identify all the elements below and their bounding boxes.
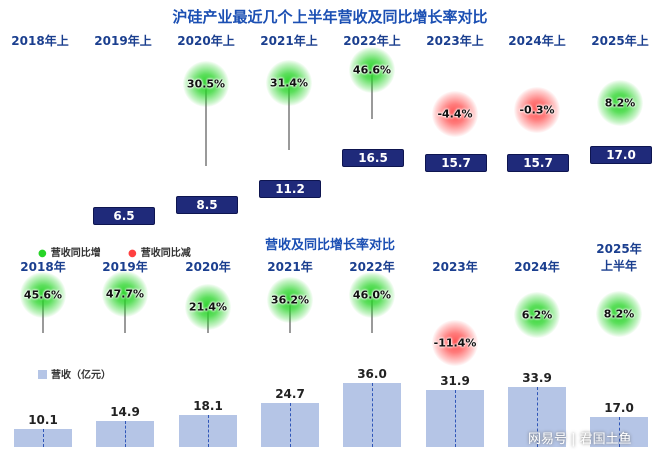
bottom-period-label: 上半年 bbox=[600, 259, 638, 273]
bottom-growth-glow bbox=[596, 291, 642, 337]
revenue-value-label: 17.0 bbox=[604, 401, 634, 415]
top-period-label: 2019年上 bbox=[94, 34, 152, 48]
bottom-period-label: 2020年 bbox=[185, 260, 231, 274]
top-growth-stick bbox=[288, 83, 290, 150]
bottom-chart-title: 营收及同比增长率对比 bbox=[264, 238, 396, 253]
legend-revenue-label: 营收（亿元） bbox=[51, 370, 111, 381]
bottom-growth-glow bbox=[349, 272, 395, 318]
revenue-bar-center-line bbox=[125, 421, 126, 447]
top-revenue-box: 15.7 bbox=[507, 154, 569, 172]
bottom-growth-label: 47.7% bbox=[105, 287, 145, 301]
revenue-value-label: 33.9 bbox=[522, 371, 552, 385]
revenue-bar-center-line bbox=[619, 417, 620, 447]
bottom-period-label: 2022年 bbox=[349, 260, 395, 274]
revenue-bar-center-line bbox=[43, 429, 44, 447]
top-revenue-box: 8.5 bbox=[176, 196, 238, 214]
top-growth-label: -0.3% bbox=[519, 103, 555, 117]
revenue-value-label: 14.9 bbox=[110, 405, 140, 419]
legend-decrease-marker: ● bbox=[128, 248, 137, 259]
legend-revenue: 营收（亿元） bbox=[38, 366, 111, 381]
bottom-period-label: 2024年 bbox=[514, 260, 560, 274]
revenue-bar-center-line bbox=[455, 390, 456, 447]
revenue-bar-center-line bbox=[290, 403, 291, 447]
revenue-bar-center-line bbox=[537, 387, 538, 447]
top-growth-glow bbox=[183, 61, 229, 107]
bottom-period-label: 2021年 bbox=[267, 260, 313, 274]
top-period-label: 2018年上 bbox=[11, 34, 69, 48]
top-growth-label: -4.4% bbox=[437, 107, 473, 121]
top-period-label: 2023年上 bbox=[426, 34, 484, 48]
top-growth-glow bbox=[432, 91, 478, 137]
top-growth-label: 30.5% bbox=[186, 77, 226, 91]
top-growth-stick bbox=[371, 70, 373, 119]
top-growth-glow bbox=[514, 87, 560, 133]
bottom-growth-glow bbox=[432, 320, 478, 366]
bottom-growth-label: 8.2% bbox=[603, 307, 635, 321]
revenue-bar-center-line bbox=[208, 415, 209, 447]
legend-decrease-label: 营收同比减 bbox=[140, 248, 191, 259]
bottom-growth-glow bbox=[267, 277, 313, 323]
revenue-value-label: 18.1 bbox=[193, 399, 223, 413]
revenue-value-label: 24.7 bbox=[275, 387, 305, 401]
legend-revenue-marker bbox=[38, 370, 47, 379]
bottom-period-label: 2018年 bbox=[20, 260, 66, 274]
bottom-growth-glow bbox=[20, 272, 66, 318]
bottom-growth-label: 36.2% bbox=[270, 293, 310, 307]
top-period-label: 2024年上 bbox=[508, 34, 566, 48]
bottom-growth-label: -11.4% bbox=[433, 336, 477, 350]
legend-increase: ● 营收同比增 bbox=[38, 244, 101, 259]
bottom-period-label: 2023年 bbox=[432, 260, 478, 274]
bottom-growth-glow bbox=[514, 292, 560, 338]
bottom-growth-label: 46.0% bbox=[352, 288, 392, 302]
bottom-period-label: 2019年 bbox=[102, 260, 148, 274]
top-growth-stick bbox=[205, 84, 207, 166]
top-revenue-box: 11.2 bbox=[259, 180, 321, 198]
top-growth-glow bbox=[349, 47, 395, 93]
top-revenue-box: 6.5 bbox=[93, 207, 155, 225]
top-chart-title: 沪硅产业最近几个上半年营收及同比增长率对比 bbox=[172, 8, 488, 26]
top-growth-label: 31.4% bbox=[269, 76, 309, 90]
bottom-growth-glow bbox=[185, 284, 231, 330]
bottom-growth-label: 21.4% bbox=[188, 300, 228, 314]
bottom-growth-label: 6.2% bbox=[521, 308, 553, 322]
legend-increase-label: 营收同比增 bbox=[50, 248, 101, 259]
revenue-value-label: 31.9 bbox=[440, 374, 470, 388]
top-growth-glow bbox=[597, 80, 643, 126]
top-period-label: 2020年上 bbox=[177, 34, 235, 48]
bottom-growth-glow bbox=[102, 271, 148, 317]
revenue-value-label: 36.0 bbox=[357, 367, 387, 381]
legend-decrease: ● 营收同比减 bbox=[128, 244, 191, 259]
top-revenue-box: 16.5 bbox=[342, 149, 404, 167]
watermark: 网易号 | 君国土鱼 bbox=[528, 432, 632, 447]
top-period-label: 2022年上 bbox=[343, 34, 401, 48]
top-growth-glow bbox=[266, 60, 312, 106]
top-period-label: 2025年上 bbox=[591, 34, 649, 48]
top-revenue-box: 17.0 bbox=[590, 146, 652, 164]
top-revenue-box: 15.7 bbox=[425, 154, 487, 172]
revenue-bar-center-line bbox=[372, 383, 373, 447]
bottom-growth-label: 45.6% bbox=[23, 288, 63, 302]
top-period-label: 2021年上 bbox=[260, 34, 318, 48]
top-growth-label: 8.2% bbox=[604, 96, 636, 110]
top-growth-label: 46.6% bbox=[352, 63, 392, 77]
revenue-value-label: 10.1 bbox=[28, 413, 58, 427]
bottom-period-label: 2025年 bbox=[596, 242, 642, 256]
legend-increase-marker: ● bbox=[38, 248, 47, 259]
